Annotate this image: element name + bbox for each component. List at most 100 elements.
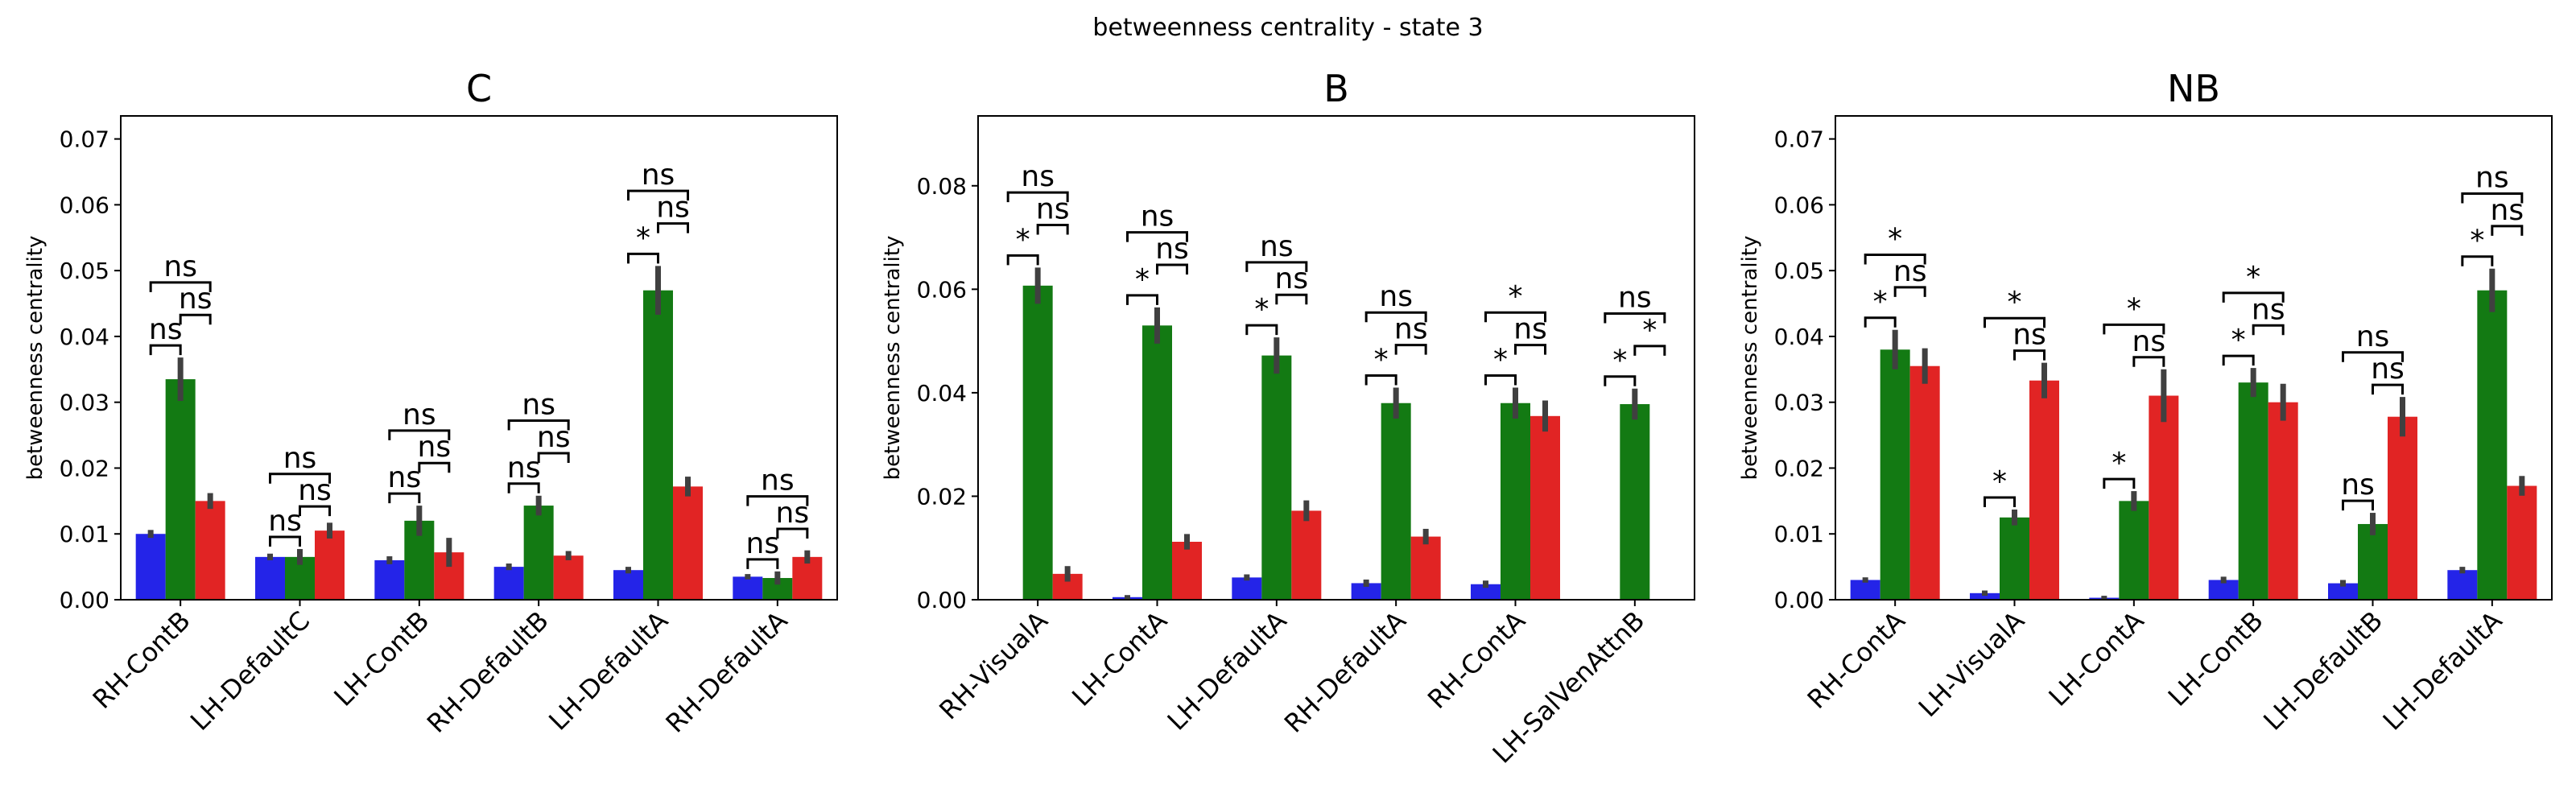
significance-label: ns [1141, 200, 1174, 233]
y-tick-label: 0.07 [60, 126, 109, 153]
significance-bracket [2372, 383, 2404, 395]
significance-label: * [1016, 223, 1030, 256]
significance-bracket [537, 452, 570, 463]
y-tick-label: 0.06 [917, 276, 967, 303]
y-axis-label: betweenness centrality [23, 236, 47, 481]
significance-label: * [1135, 263, 1150, 296]
significance-bracket [2103, 323, 2165, 335]
significance-bracket [2222, 354, 2255, 366]
significance-bracket [1893, 286, 1926, 297]
significance-bracket [1984, 496, 2016, 507]
significance-bracket [1036, 223, 1069, 235]
significance-bracket [1394, 344, 1427, 355]
x-tick-label: RH-VisualA [933, 605, 1054, 726]
significance-label: ns [268, 505, 302, 538]
x-tick-label: LH-DefaultB [2257, 605, 2388, 737]
panel-title: B [1323, 67, 1349, 110]
significance-label: * [1873, 286, 1888, 319]
significance-label: * [2127, 292, 2141, 325]
significance-label: ns [2491, 194, 2524, 227]
y-tick-label: 0.01 [60, 521, 109, 547]
significance-bracket [388, 492, 421, 504]
significance-label: ns [776, 497, 810, 530]
significance-bracket [2491, 225, 2524, 236]
significance-label: * [2231, 324, 2246, 357]
significance-label: ns [642, 159, 675, 192]
bar [2029, 380, 2059, 600]
x-tick-label: RH-ContB [87, 605, 196, 715]
x-tick-label: LH-ContB [328, 605, 435, 712]
bar [1620, 404, 1650, 600]
significance-bracket [2461, 192, 2524, 204]
y-tick-label: 0.05 [1774, 258, 1824, 284]
significance-bracket [776, 527, 809, 539]
significance-bracket [1245, 324, 1278, 336]
significance-bracket [657, 222, 689, 233]
significance-bracket [2103, 477, 2136, 489]
y-tick-label: 0.05 [60, 258, 109, 284]
significance-bracket [269, 535, 301, 547]
significance-bracket [1604, 375, 1637, 386]
significance-label: ns [2371, 353, 2405, 386]
significance-label: ns [1394, 313, 1428, 346]
significance-bracket [2132, 356, 2165, 367]
significance-label: * [1509, 280, 1523, 313]
significance-label: * [1612, 345, 1627, 378]
significance-bracket [2013, 349, 2046, 361]
significance-label: ns [1260, 230, 1294, 263]
significance-label: ns [2356, 320, 2390, 353]
significance-bracket [149, 344, 182, 356]
significance-bracket [507, 419, 570, 431]
axes-frame [977, 115, 1695, 601]
bar [1410, 536, 1441, 600]
significance-bracket [2222, 291, 2285, 303]
significance-label: * [1493, 343, 1508, 376]
significance-label: ns [388, 461, 422, 494]
significance-bracket [1484, 311, 1546, 323]
significance-bracket [1514, 344, 1546, 355]
y-axis-label: betweenness centrality [1738, 236, 1762, 481]
bar [1530, 415, 1560, 600]
y-tick-label: 0.04 [60, 324, 109, 350]
significance-bracket [1245, 261, 1308, 272]
significance-label: ns [2475, 161, 2509, 194]
significance-bracket [149, 281, 212, 292]
bar [1880, 349, 1910, 600]
significance-label: ns [2252, 293, 2285, 326]
x-tick-label: LH-ContB [2162, 605, 2269, 712]
y-tick-label: 0.01 [1774, 521, 1824, 547]
significance-label: ns [1893, 255, 1927, 288]
y-tick-label: 0.04 [917, 380, 967, 407]
axes-frame [1835, 115, 2553, 601]
significance-bracket [1984, 316, 2046, 328]
significance-label: ns [2132, 325, 2166, 358]
x-tick-label: LH-DefaultA [1162, 605, 1293, 737]
significance-bracket [418, 461, 451, 473]
significance-bracket [1364, 311, 1427, 323]
bar [1172, 542, 1202, 600]
x-tick-label: LH-DefaultA [2377, 605, 2508, 737]
bar [1351, 583, 1381, 600]
significance-label: ns [1036, 192, 1070, 225]
bar [2388, 416, 2417, 600]
y-tick-label: 0.02 [1774, 455, 1824, 481]
bar [2119, 501, 2149, 600]
bar [2238, 382, 2268, 600]
bar [2268, 402, 2298, 600]
y-tick-label: 0.02 [917, 483, 967, 510]
x-tick-label: LH-VisualA [1913, 605, 2030, 723]
bar [643, 290, 673, 600]
y-tick-label: 0.03 [1774, 390, 1824, 416]
bar [523, 506, 554, 600]
significance-label: * [2112, 447, 2126, 480]
significance-bracket [1126, 231, 1188, 242]
significance-label: ns [402, 398, 436, 431]
significance-label: ns [1618, 281, 1652, 314]
bar [374, 559, 405, 600]
significance-label: ns [746, 527, 780, 560]
significance-bracket [1275, 293, 1308, 305]
significance-label: * [2246, 261, 2260, 294]
